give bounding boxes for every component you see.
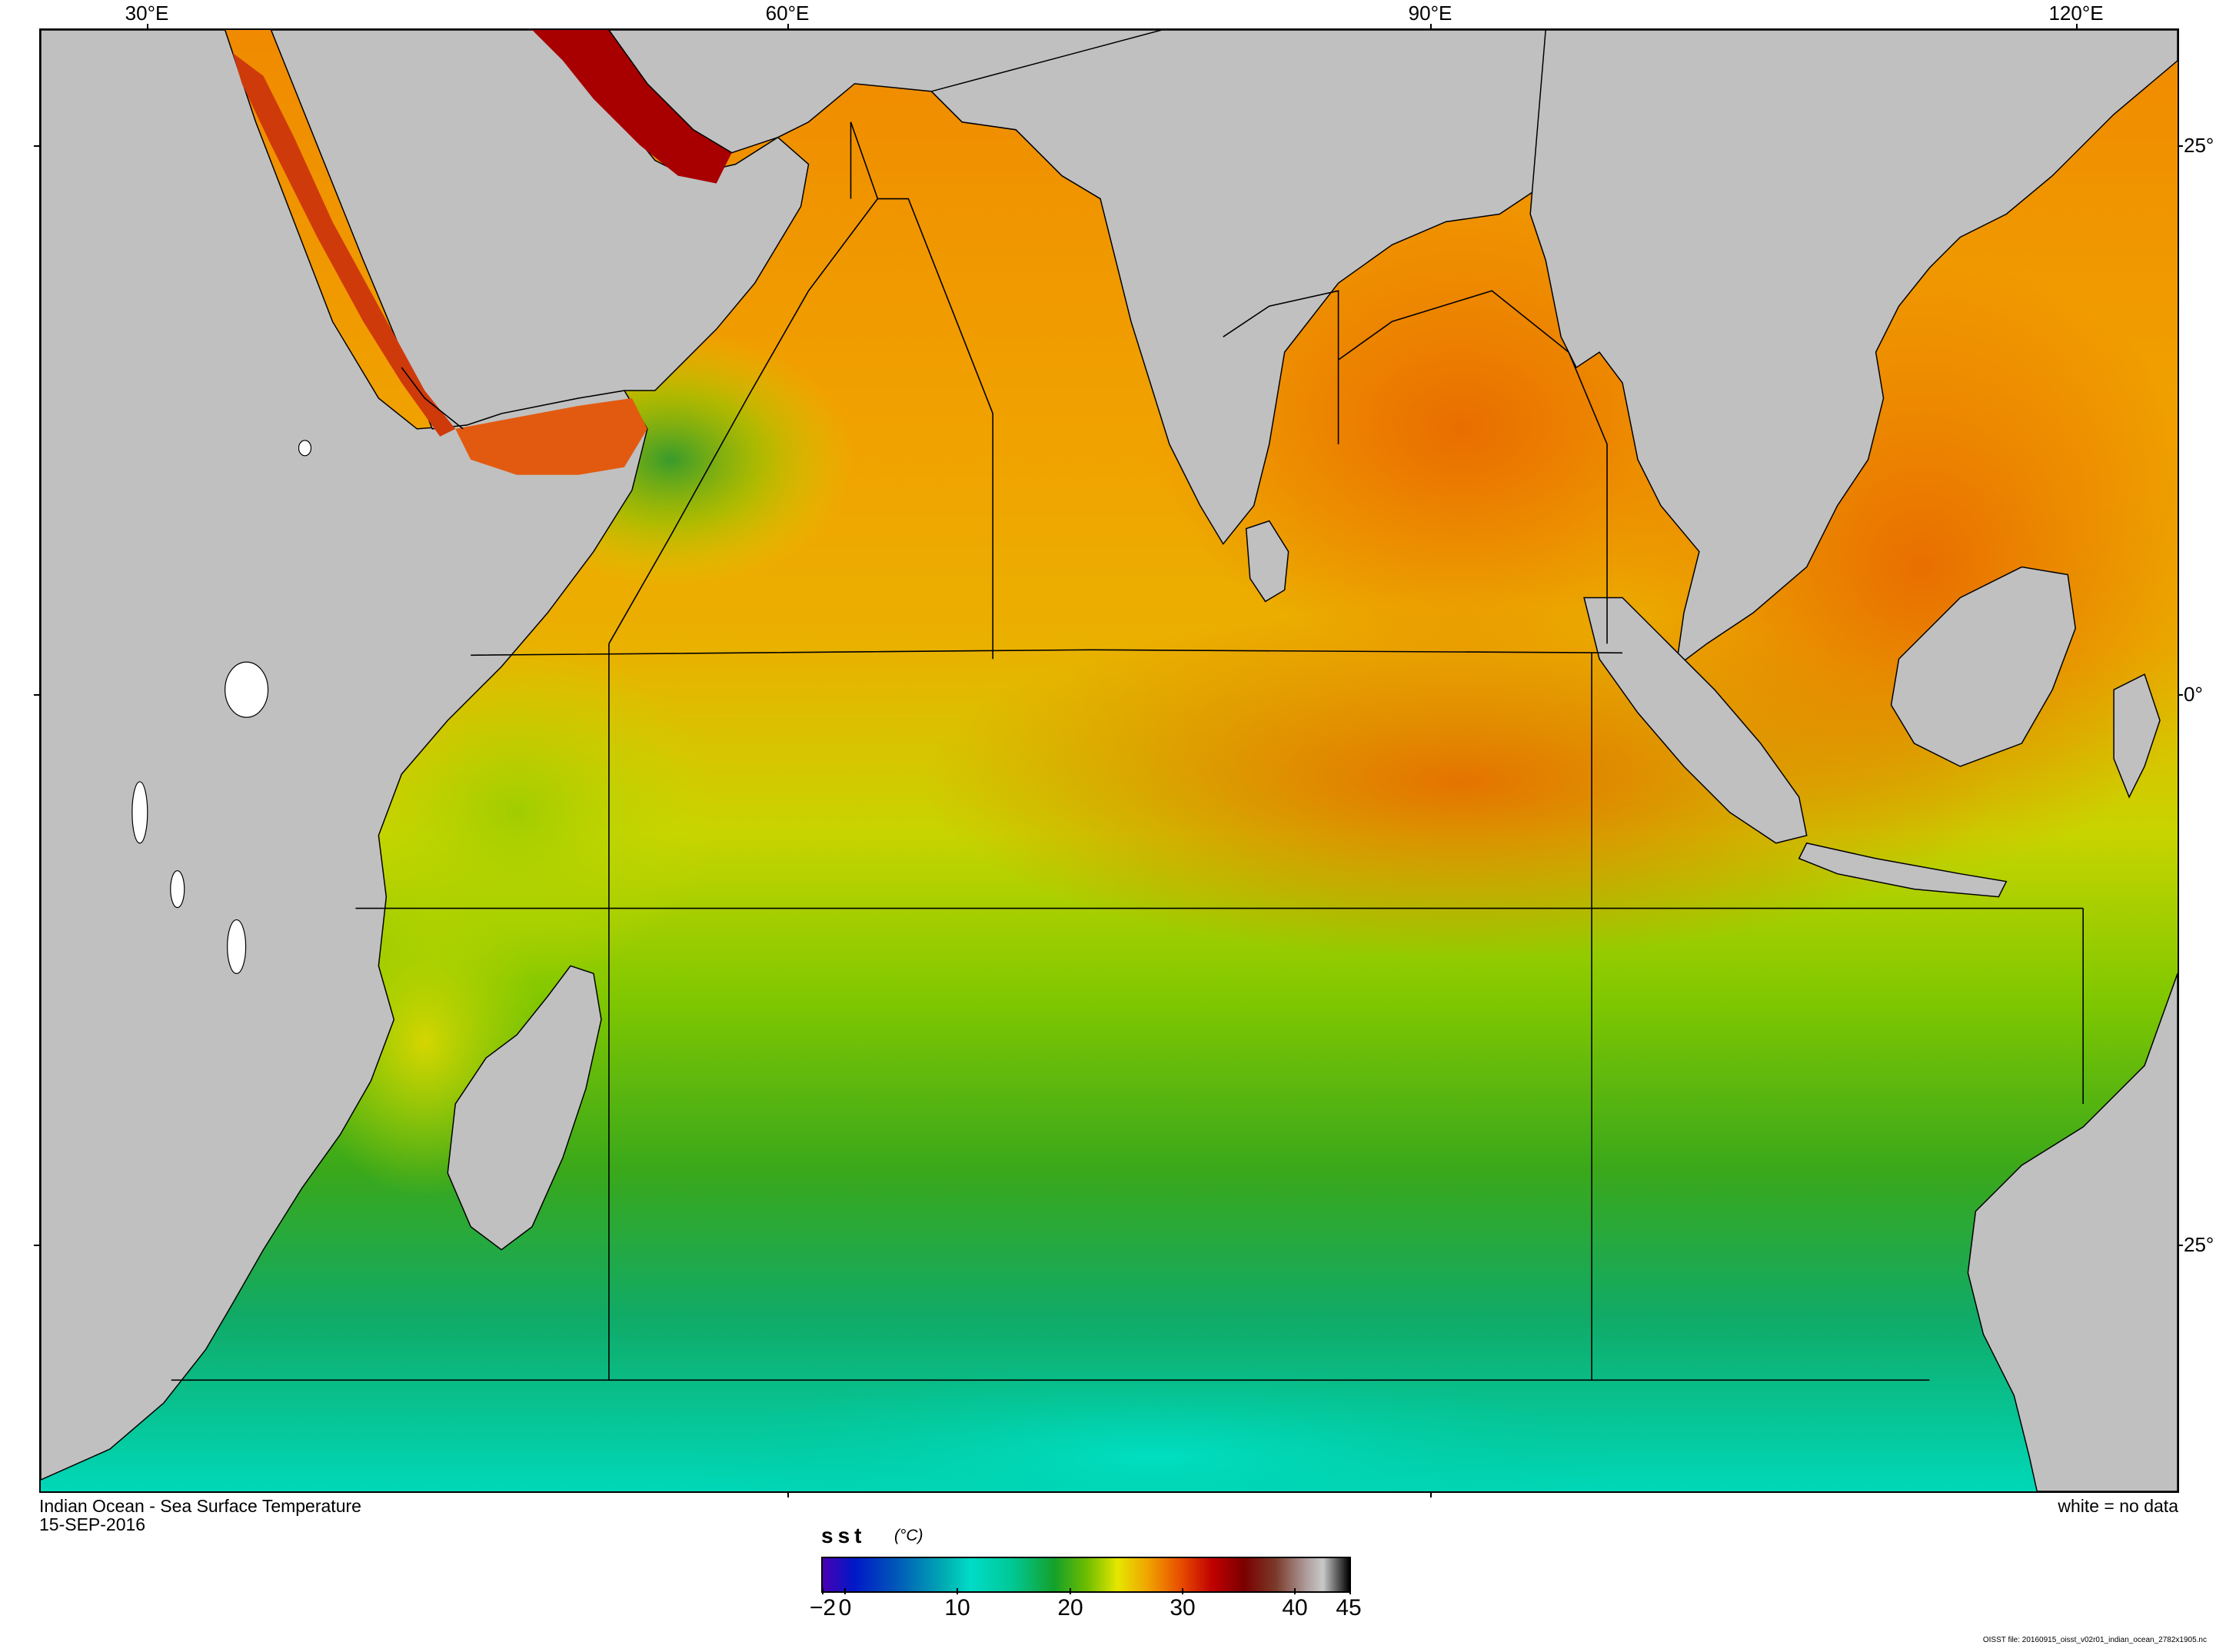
no-data-note: white = no data	[2058, 1496, 2178, 1516]
land-australia	[1967, 973, 2178, 1491]
map-title: Indian Ocean - Sea Surface Temperature	[39, 1496, 361, 1516]
lon-tick-top-90	[1430, 24, 1432, 30]
colorbar-label-m2: −2	[809, 1595, 837, 1620]
colorbar-tick-45	[1349, 1588, 1351, 1594]
land-southeast-asia	[1529, 30, 2178, 668]
colorbar-label-20: 20	[1057, 1595, 1083, 1620]
red-sea	[232, 52, 456, 437]
colorbar-label-30: 30	[1170, 1595, 1196, 1620]
lat-tick-left-25s	[34, 1245, 40, 1246]
lon-label-90e: 90°E	[1408, 2, 1452, 25]
sst-map-canvas	[41, 30, 2178, 1491]
persian-gulf	[532, 30, 732, 184]
cold-southern-band	[693, 1364, 1615, 1491]
colorbar-label-10: 10	[944, 1595, 970, 1620]
lon-label-60e: 60°E	[765, 2, 810, 25]
lon-tick-bottom-90	[1430, 1491, 1432, 1497]
lat-label-25s: 25°	[2184, 1233, 2214, 1256]
lon-label-120e: 120°E	[2048, 2, 2104, 25]
small-islands	[131, 440, 312, 975]
land-sumatra	[1583, 597, 1808, 844]
lon-tick-top-120	[2076, 24, 2078, 30]
land-borneo	[1890, 566, 2076, 767]
colorbar-tick-10	[957, 1588, 958, 1594]
lat-label-25n: 25°	[2184, 134, 2214, 157]
lon-tick-top-60	[787, 24, 789, 30]
colorbar-units: (°C)	[894, 1527, 923, 1544]
map-date: 15-SEP-2016	[39, 1514, 146, 1534]
colorbar-tick-0	[844, 1588, 846, 1594]
sst-map	[39, 28, 2179, 1493]
colorbar-label-40: 40	[1282, 1595, 1308, 1620]
colorbar-label-0: 0	[838, 1595, 852, 1620]
source-file-note: OISST file: 20160915_oisst_v02r01_indian…	[1982, 1636, 2207, 1644]
lat-tick-left-25n	[34, 145, 40, 147]
lat-tick-right-25s	[2178, 1245, 2183, 1246]
land-sri-lanka	[1245, 520, 1289, 603]
lat-tick-left-0	[34, 694, 40, 696]
lat-label-0: 0°	[2184, 683, 2203, 706]
sst-colorbar	[821, 1557, 1351, 1593]
colorbar-label-45: 45	[1336, 1595, 1362, 1620]
land-africa	[41, 30, 648, 1481]
lat-tick-right-25n	[2178, 145, 2183, 147]
lat-tick-right-0	[2178, 694, 2183, 696]
gulf-of-aden	[455, 397, 647, 475]
colorbar-tick-30	[1182, 1588, 1183, 1594]
region-boundaries	[171, 121, 2084, 1381]
land-madagascar	[447, 965, 602, 1251]
land-java	[1798, 842, 2008, 898]
lon-tick-top-30	[147, 24, 148, 30]
colorbar-tick-m2	[822, 1588, 824, 1594]
colorbar-variable: sst	[821, 1524, 867, 1547]
colorbar-tick-20	[1070, 1588, 1071, 1594]
land-sulawesi	[2113, 673, 2161, 799]
colorbar-tick-40	[1294, 1588, 1296, 1594]
lon-tick-bottom-60	[787, 1491, 789, 1497]
lon-label-30e: 30°E	[125, 2, 169, 25]
